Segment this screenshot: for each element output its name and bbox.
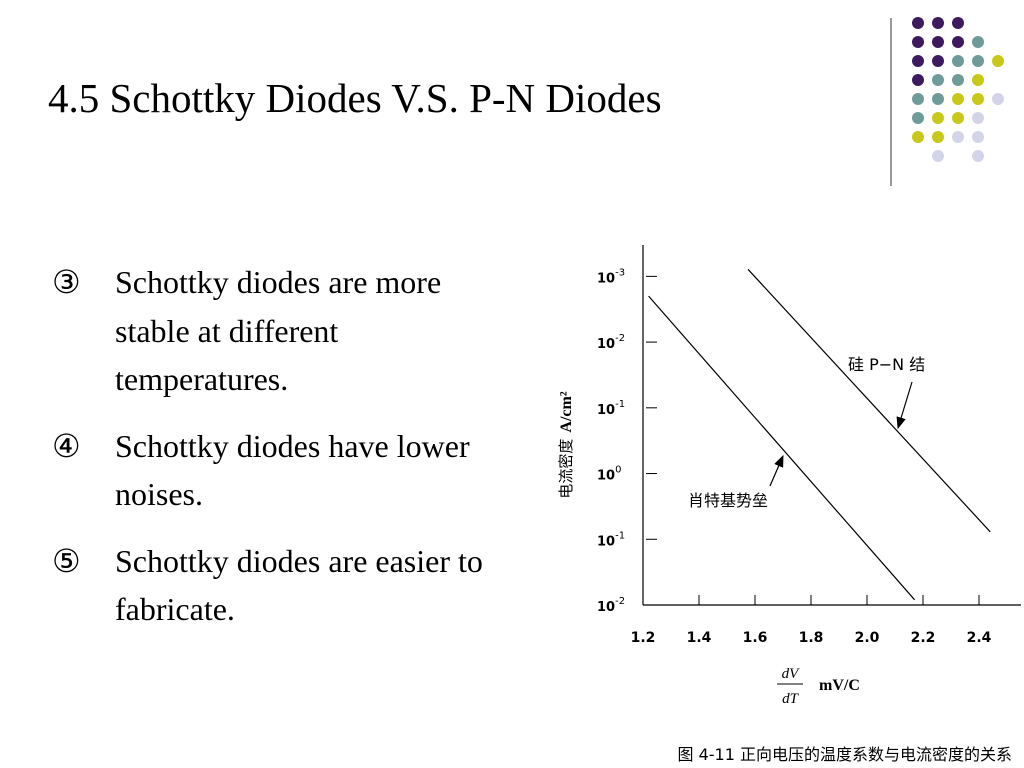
y-tick-base: 10 bbox=[597, 337, 615, 352]
x-tick-label: 1.6 bbox=[743, 630, 768, 646]
y-tick-exponent: -1 bbox=[615, 530, 625, 541]
y-tick-base: 10 bbox=[597, 271, 615, 286]
bullet-marker: ③ bbox=[52, 264, 81, 300]
bullet-marker: ⑤ bbox=[52, 542, 81, 579]
caption: 图 4-11 正向电压的温度系数与电流密度的关系 bbox=[678, 745, 1013, 764]
x-unit: mV/C bbox=[819, 677, 860, 694]
bullet-text: Schottky diodes have lower noises. bbox=[115, 427, 470, 513]
slide-title: 4.5 Schottky Diodes V.S. P-N Diodes bbox=[48, 75, 662, 121]
series-annotation: 肖特基势垒 bbox=[688, 491, 768, 510]
y-axis-label: 电流密度 A/cm² bbox=[557, 391, 575, 498]
bullet-marker: ④ bbox=[52, 427, 81, 464]
series-line bbox=[747, 268, 991, 533]
bullet: ⑤ Schottky diodes are easier to fabricate… bbox=[52, 537, 502, 634]
x-tick-label: 1.8 bbox=[799, 630, 824, 646]
bullet-text: Schottky diodes are more stable at diffe… bbox=[115, 264, 442, 397]
x-tick-label: 1.2 bbox=[631, 630, 656, 646]
series-annotation: 硅 P−N 结 bbox=[848, 355, 925, 374]
y-tick-exponent: -2 bbox=[615, 596, 625, 607]
x-tick-label: 2.0 bbox=[855, 630, 880, 646]
bullet: ④ Schottky diodes have lower noises. bbox=[52, 422, 502, 519]
y-tick-exponent: -2 bbox=[615, 333, 625, 344]
y-tick-label: 100 bbox=[597, 465, 621, 484]
series-line bbox=[648, 295, 916, 601]
y-unit: A/cm² bbox=[558, 391, 575, 432]
annotation-arrow bbox=[896, 381, 913, 430]
y-tick-base: 10 bbox=[597, 534, 615, 549]
y-tick-base: 10 bbox=[597, 469, 615, 484]
x-label-numerator: dV bbox=[782, 666, 801, 682]
y-tick-label: 10-1 bbox=[597, 530, 625, 549]
y-tick-base: 10 bbox=[597, 600, 615, 615]
y-tick-label: 10-3 bbox=[597, 267, 625, 286]
y-tick-exponent: -1 bbox=[615, 399, 625, 410]
y-tick-label: 10-2 bbox=[597, 333, 625, 352]
bullet-list: ③ Schottky diodes are more stable at diff… bbox=[52, 258, 502, 652]
y-tick-exponent: 0 bbox=[615, 465, 621, 476]
x-label-denominator: dT bbox=[782, 691, 800, 707]
x-tick-label: 2.2 bbox=[911, 630, 936, 646]
x-tick-label: 2.4 bbox=[967, 630, 992, 646]
y-tick-exponent: -3 bbox=[615, 267, 625, 278]
y-tick-label: 10-2 bbox=[597, 596, 625, 615]
y-label-text: 电流密度 bbox=[557, 439, 575, 499]
y-tick-base: 10 bbox=[597, 403, 615, 418]
bullet: ③ Schottky diodes are more stable at diff… bbox=[52, 258, 502, 404]
annotation-arrow bbox=[769, 454, 784, 487]
y-tick-label: 10-1 bbox=[597, 399, 625, 418]
decor-dots bbox=[912, 17, 1004, 162]
bullet-text: Schottky diodes are easier to fabricate. bbox=[115, 542, 483, 628]
x-tick-label: 1.4 bbox=[687, 630, 712, 646]
